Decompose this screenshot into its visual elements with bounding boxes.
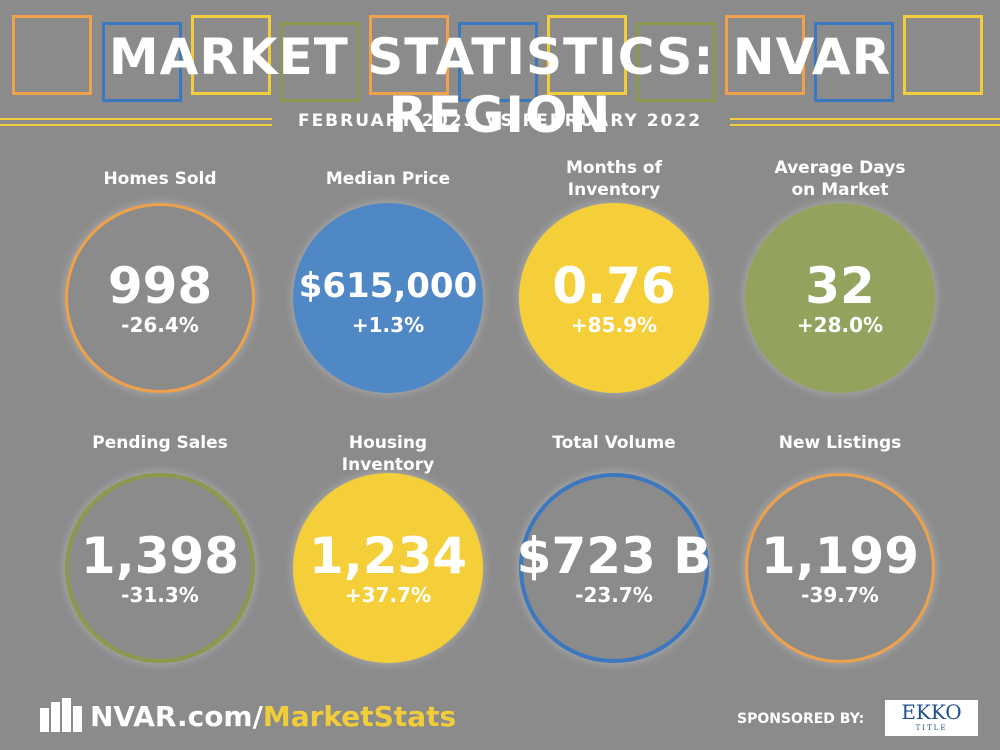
decor-square: [814, 22, 894, 102]
stat-change: +85.9%: [570, 313, 658, 337]
stat-circle: 32 +28.0%: [745, 203, 935, 393]
stat-value: $615,000: [298, 266, 478, 306]
sponsor-label: SPONSORED BY:: [737, 711, 865, 727]
stat-label: Total Volume: [552, 433, 676, 453]
stat-value: 1,234: [308, 527, 468, 585]
stat-value: 998: [107, 257, 213, 315]
subtitle: FEBRUARY 2023 VS FEBRUARY 2022: [297, 111, 703, 131]
stat-circle: 1,398 -31.3%: [65, 473, 255, 663]
stat-value: 1,199: [760, 527, 920, 585]
stat-label: Pending Sales: [92, 433, 228, 453]
stat-label: Months of Inventory: [565, 158, 663, 200]
decor-square: [280, 22, 360, 102]
stat-circle: $615,000 +1.3%: [293, 203, 483, 393]
logo-text: EKKO: [901, 700, 962, 724]
decor-square: [636, 22, 716, 102]
stat-value: 1,398: [80, 527, 240, 585]
stat-value: 0.76: [552, 257, 676, 315]
stat-label: Housing Inventory: [341, 433, 435, 475]
stat-change: +37.7%: [344, 583, 432, 607]
decor-square: [191, 15, 271, 95]
rule: [730, 124, 1000, 126]
stat-change: -23.7%: [575, 583, 653, 607]
stat-circle: 0.76 +85.9%: [519, 203, 709, 393]
footer-url: NVAR.com/MarketStats: [90, 700, 456, 733]
stat-change: -31.3%: [121, 583, 199, 607]
buildings-icon: [40, 698, 82, 732]
stat-change: +28.0%: [796, 313, 884, 337]
stat-value: $723 B: [516, 527, 712, 585]
stat-circle: 998 -26.4%: [65, 203, 255, 393]
stat-circle: 1,199 -39.7%: [745, 473, 935, 663]
title: MARKET STATISTICS: NVAR REGION: [108, 28, 892, 144]
stat-circle: $723 B -23.7%: [516, 473, 712, 663]
url: NVAR.com/: [90, 700, 263, 733]
rule: [0, 124, 272, 126]
stat-change: -26.4%: [121, 313, 199, 337]
decor-square: [458, 22, 538, 102]
decor-square: [369, 15, 449, 95]
stat-change: -39.7%: [801, 583, 879, 607]
stat-label: Median Price: [325, 169, 451, 189]
decor-square: [547, 15, 627, 95]
stat-value: 32: [805, 257, 875, 315]
stat-label: Average Days on Market: [774, 158, 906, 200]
stat-label: New Listings: [778, 433, 902, 453]
decor-square: [12, 15, 92, 95]
decor-square: [903, 15, 983, 95]
sponsor-logo: EKKO TITLE: [885, 700, 978, 736]
stat-label: Homes Sold: [103, 169, 217, 189]
stat-change: +1.3%: [351, 313, 425, 337]
url-highlight: MarketStats: [262, 700, 457, 733]
stat-circle: 1,234 +37.7%: [293, 473, 483, 663]
decor-square: [102, 22, 182, 102]
logo-subtext: TITLE: [915, 724, 948, 732]
decor-square: [725, 15, 805, 95]
rule: [0, 118, 272, 120]
rule: [730, 118, 1000, 120]
